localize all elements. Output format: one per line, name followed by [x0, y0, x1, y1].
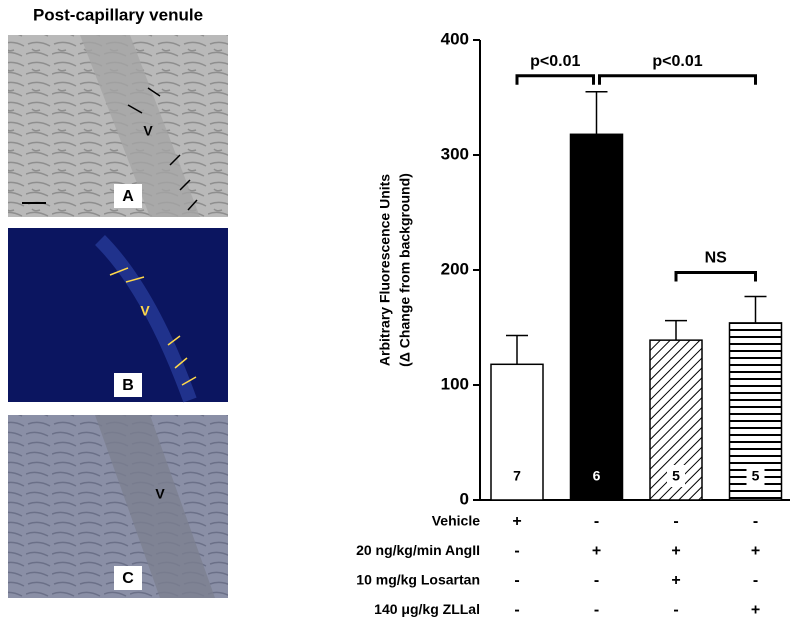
significance-label: NS	[705, 250, 728, 267]
treatment-sign: -	[673, 602, 678, 619]
n-label: 7	[513, 468, 521, 484]
treatment-sign: -	[514, 602, 519, 619]
bar	[569, 133, 624, 501]
bar	[490, 363, 544, 501]
vessel-label: V	[143, 123, 153, 139]
significance-label: p<0.01	[530, 53, 580, 70]
treatment-sign: +	[671, 572, 680, 589]
vessel-label: V	[155, 486, 165, 502]
y-tick-label: 100	[441, 374, 469, 393]
treatment-sign: -	[673, 513, 678, 530]
treatment-sign: -	[753, 572, 758, 589]
significance-bracket	[674, 270, 757, 282]
n-label-box	[667, 465, 685, 487]
vessel	[95, 235, 197, 403]
treatment-sign: +	[751, 602, 760, 619]
arrows	[109, 267, 197, 386]
treatment-sign: -	[594, 572, 599, 589]
treatment-sign: +	[751, 543, 760, 560]
y-tick-label: 200	[441, 259, 469, 278]
treatment-sign: -	[753, 513, 758, 530]
label-box	[114, 566, 142, 590]
significance-label: p<0.01	[652, 53, 702, 70]
treatment-label: 20 ng/kg/min AngII	[356, 542, 480, 558]
n-label-box	[746, 465, 765, 487]
panel-label: A	[122, 188, 134, 205]
y-tick-label: 0	[460, 489, 469, 508]
treatment-sign: -	[514, 543, 519, 560]
treatment-sign: -	[594, 513, 599, 530]
n-label: 5	[752, 468, 760, 484]
treatment-sign: +	[592, 543, 601, 560]
treatment-sign: -	[514, 572, 519, 589]
treatment-sign: -	[594, 602, 599, 619]
label-box	[114, 373, 142, 397]
treatment-label: Vehicle	[432, 513, 480, 529]
significance-bracket	[598, 74, 757, 85]
n-label: 5	[672, 468, 680, 484]
label-box	[114, 184, 142, 208]
significance-bracket	[515, 74, 595, 85]
panel-label: B	[122, 377, 134, 394]
panel-label: C	[122, 570, 134, 587]
treatment-sign: +	[671, 543, 680, 560]
figure-title: Post-capillary venule	[33, 5, 203, 24]
vessel	[95, 415, 215, 598]
y-axis-label: Arbitrary Fluorescence Units	[377, 174, 393, 366]
y-tick-label: 400	[441, 29, 469, 48]
vessel-label: V	[140, 303, 150, 319]
arrows	[127, 87, 198, 211]
treatment-label: 140 μg/kg ZLLal	[374, 601, 480, 617]
y-axis-label: (Δ Change from background)	[397, 173, 413, 367]
vessel	[80, 35, 200, 217]
treatment-label: 10 mg/kg Losartan	[356, 572, 480, 588]
y-tick-label: 300	[441, 144, 469, 163]
treatment-sign: +	[512, 513, 521, 530]
n-label: 6	[593, 468, 601, 484]
